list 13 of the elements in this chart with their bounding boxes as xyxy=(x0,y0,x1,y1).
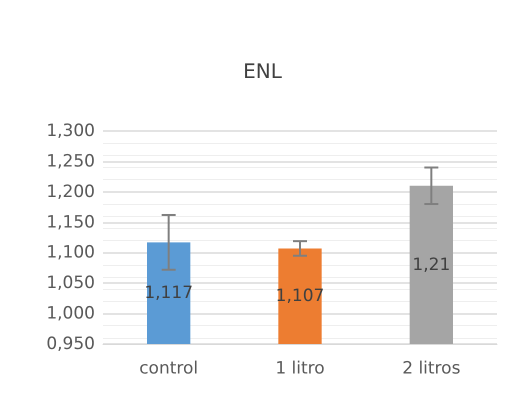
chart-title: ENL xyxy=(243,59,283,83)
y-tick-label: 1,300 xyxy=(46,121,95,141)
x-tick-label: control xyxy=(139,358,198,378)
y-tick-label: 0,950 xyxy=(46,334,95,354)
y-tick-label: 1,200 xyxy=(46,182,95,202)
x-tick-label: 2 litros xyxy=(402,358,461,378)
y-tick-label: 1,250 xyxy=(46,151,95,172)
y-tick-label: 1,050 xyxy=(46,273,95,294)
y-tick-label: 1,150 xyxy=(46,212,95,232)
data-label: 1,21 xyxy=(412,254,450,275)
y-tick-label: 1,100 xyxy=(46,242,95,263)
x-tick-label: 1 litro xyxy=(275,358,325,378)
y-tick-label: 1,000 xyxy=(46,304,95,324)
